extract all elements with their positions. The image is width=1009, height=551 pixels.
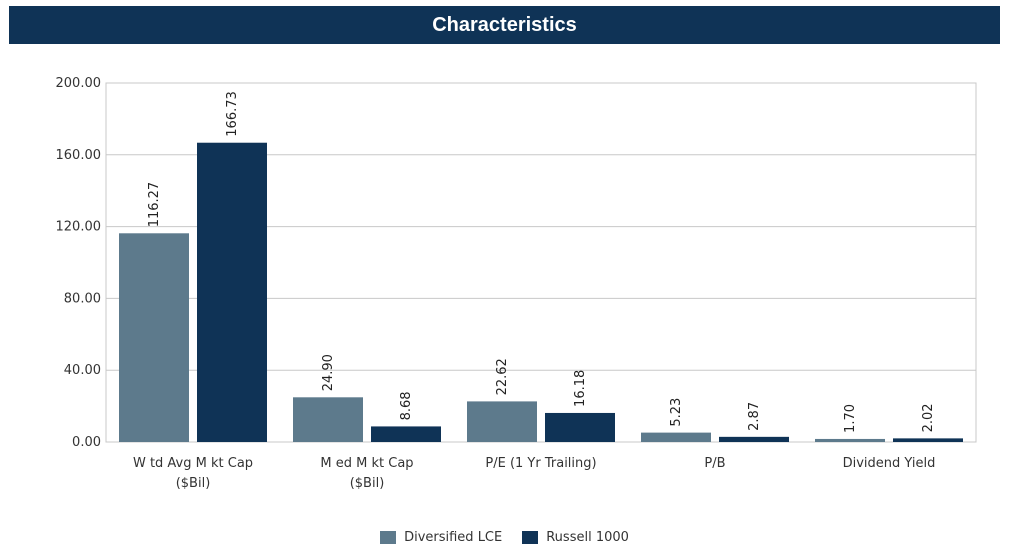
legend-item-russell-1000: Russell 1000 [522,530,629,545]
bar [545,412,615,442]
data-label: 116.27 [147,182,162,228]
data-labels: 116.27 166.73 24.90 8.68 22.62 16.18 5.23 2.87 1… [147,91,936,433]
y-tick-label: 160.00 [56,148,102,163]
bar [641,432,711,442]
legend-swatch-russell-1000 [522,530,539,544]
bar [893,438,963,442]
x-tick-label: ($Bil) [176,476,211,491]
y-tick-label: 40.00 [64,363,101,378]
plot-area-border [105,82,977,443]
data-label: 16.18 [573,370,588,407]
data-label: 1.70 [843,404,858,433]
data-label: 8.68 [399,391,414,420]
bar [293,397,363,442]
legend-item-diversified-lce: Diversified LCE [380,530,502,545]
x-tick-label: ($Bil) [350,476,385,491]
bar [119,233,189,442]
chart-title-banner: Characteristics [9,6,1000,44]
x-tick-label: P/B [704,456,725,471]
data-label: 22.62 [495,358,510,395]
bar [467,401,537,442]
legend-label-diversified-lce: Diversified LCE [404,529,503,545]
y-tick-label: 120.00 [56,220,102,235]
bars [119,142,963,442]
bar [815,438,885,442]
bar [719,436,789,442]
bar [197,142,267,442]
x-tick-label: M ed M kt Cap [320,456,413,471]
data-label: 2.02 [921,403,936,432]
x-tick-label: P/E (1 Yr Trailing) [485,456,596,471]
legend-label-russell-1000: Russell 1000 [546,529,629,545]
x-tick-label: W td Avg M kt Cap [133,456,253,471]
x-axis-tick-labels: W td Avg M kt Cap ($Bil) M ed M kt Cap ($Bi… [133,456,935,491]
data-label: 166.73 [225,91,240,137]
y-tick-label: 80.00 [64,291,101,306]
chart-title: Characteristics [432,13,577,36]
y-tick-label: 200.00 [56,76,102,91]
data-label: 24.90 [321,354,336,391]
data-label: 2.87 [747,402,762,431]
bar [371,426,441,442]
y-axis-tick-labels: 0.00 40.00 80.00 120.00 160.00 200.00 [56,76,102,450]
legend: Diversified LCE Russell 1000 [0,527,1009,547]
y-tick-label: 0.00 [72,435,101,450]
legend-swatch-diversified-lce [380,530,397,544]
x-tick-label: Dividend Yield [843,456,936,471]
data-label: 5.23 [669,398,684,427]
